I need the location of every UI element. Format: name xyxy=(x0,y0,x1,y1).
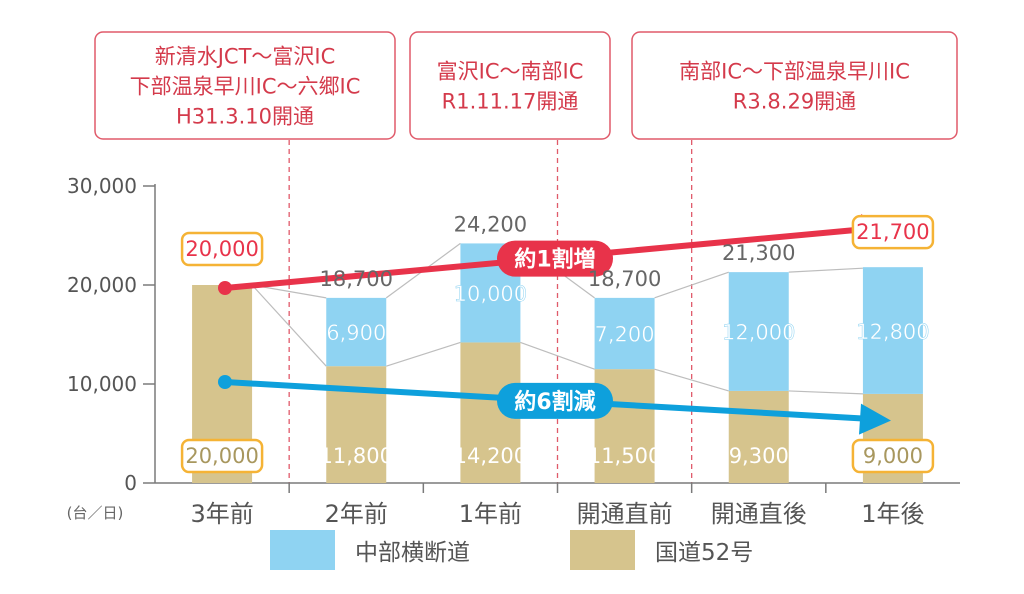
x-category-label: 3年前 xyxy=(190,500,253,528)
event-label: 新清水JCT〜富沢IC xyxy=(155,45,336,69)
event-label: R1.11.17開通 xyxy=(442,90,579,114)
total-value-label: 18,700 xyxy=(320,267,393,291)
route52-connector-line xyxy=(520,341,595,370)
decrease-trend-pill xyxy=(497,382,613,419)
x-category-label: 1年後 xyxy=(861,500,924,528)
decrease-trend-arrowhead xyxy=(859,403,891,435)
route52-connector-line xyxy=(386,341,461,367)
x-category-label: 開通直後 xyxy=(711,500,807,528)
bar-expressway xyxy=(862,267,923,394)
expressway-value-label: 6,900 xyxy=(326,321,386,345)
highlight-box xyxy=(180,438,264,474)
highlight-box xyxy=(180,231,264,267)
legend-swatch xyxy=(270,530,335,570)
event-box xyxy=(94,31,396,140)
bar-expressway xyxy=(728,272,789,391)
event-label: R3.8.29開通 xyxy=(733,90,856,114)
route52-connector-line xyxy=(788,390,863,395)
event-box xyxy=(631,31,958,140)
total-connector-line xyxy=(654,271,729,299)
legend-label: 国道52号 xyxy=(655,540,753,566)
bar-route52 xyxy=(728,390,789,483)
increase-trend-label: 約1割増 xyxy=(514,247,595,273)
legend-label: 中部横断道 xyxy=(355,540,470,566)
event-label: 富沢IC〜南部IC xyxy=(437,60,584,84)
route52-connector-line xyxy=(654,368,729,392)
expressway-value-label: 10,000 xyxy=(454,282,527,306)
highlight-box xyxy=(851,438,935,474)
unit-label: (台／日) xyxy=(67,504,124,522)
route52-connector-line xyxy=(251,284,327,367)
legend-swatch xyxy=(570,530,635,570)
route52-value-label: 20,000 xyxy=(185,444,258,468)
expressway-value-label: 12,800 xyxy=(856,320,929,344)
route52-value-label: 11,800 xyxy=(320,444,393,468)
bar-expressway xyxy=(326,297,387,367)
expressway-value-label: 12,000 xyxy=(722,321,795,345)
route52-value-label: 9,000 xyxy=(863,444,923,468)
y-tick-label: 10,000 xyxy=(67,372,137,396)
route52-value-label: 11,500 xyxy=(588,444,661,468)
total-value-label: 24,200 xyxy=(454,212,527,236)
total-connector-line xyxy=(788,267,863,273)
total-value-label: 18,700 xyxy=(588,267,661,291)
y-tick-label: 20,000 xyxy=(67,273,137,297)
highlight-box xyxy=(851,214,935,250)
x-category-label: 開通直前 xyxy=(577,500,673,528)
total-value-label: 20,000 xyxy=(185,237,258,261)
x-category-label: 1年前 xyxy=(459,500,522,528)
x-category-label: 2年前 xyxy=(325,500,388,528)
total-value-label: 21,300 xyxy=(722,241,795,265)
event-label: 南部IC〜下部温泉早川IC xyxy=(679,60,910,84)
decrease-trend-label: 約6割減 xyxy=(514,389,595,415)
increase-trend-pill xyxy=(497,240,613,277)
total-value-label: 21,700 xyxy=(856,220,929,244)
increase-trend-start xyxy=(218,281,232,295)
event-label: H31.3.10開通 xyxy=(176,105,314,129)
event-box xyxy=(409,31,611,140)
decrease-trend-start xyxy=(218,375,232,389)
expressway-value-label: 7,200 xyxy=(595,323,655,347)
route52-value-label: 9,300 xyxy=(729,444,789,468)
y-tick-label: 0 xyxy=(124,471,137,495)
event-label: 下部温泉早川IC〜六郷IC xyxy=(130,75,361,99)
bar-expressway xyxy=(594,297,655,370)
y-tick-label: 30,000 xyxy=(67,174,137,198)
route52-value-label: 14,200 xyxy=(454,444,527,468)
